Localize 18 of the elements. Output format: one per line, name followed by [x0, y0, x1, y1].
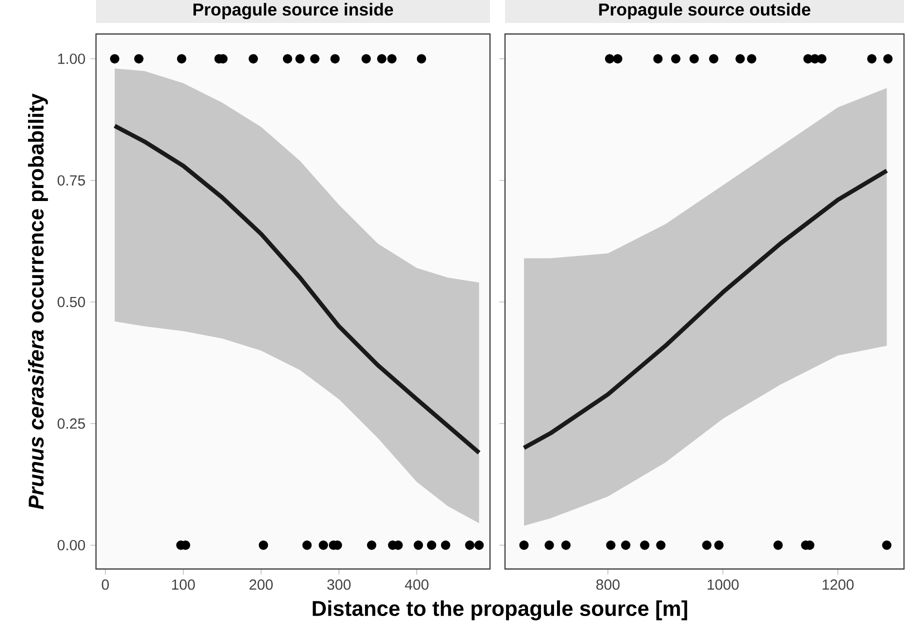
- y-axis-title: Prunus cerasifera occurrence probability: [28, 94, 48, 510]
- x-axis-title: Distance to the propagule source [m]: [312, 600, 688, 620]
- y-tick-label: 0.50: [58, 296, 86, 308]
- y-tick-label: 0.25: [58, 418, 85, 429]
- line-series: [112, 124, 482, 455]
- chart-title: Propagule source outside: [599, 2, 810, 20]
- y-tick-label: 1.00: [58, 54, 86, 64]
- y-tick-label: 0.75: [58, 175, 85, 186]
- x-tick-label: 300: [327, 579, 351, 590]
- x-tick-label: 1000: [708, 579, 739, 590]
- x-tick-label: 0: [102, 579, 109, 590]
- x-tick-label: 200: [250, 579, 273, 590]
- x-tick-label: 1200: [822, 579, 854, 590]
- chart-title: Propagule source inside: [193, 2, 394, 20]
- x-tick-label: 400: [404, 579, 428, 590]
- x-tick-label: 100: [172, 579, 195, 590]
- x-tick-label: 800: [596, 579, 620, 590]
- y-tick-label: 0.00: [58, 540, 86, 550]
